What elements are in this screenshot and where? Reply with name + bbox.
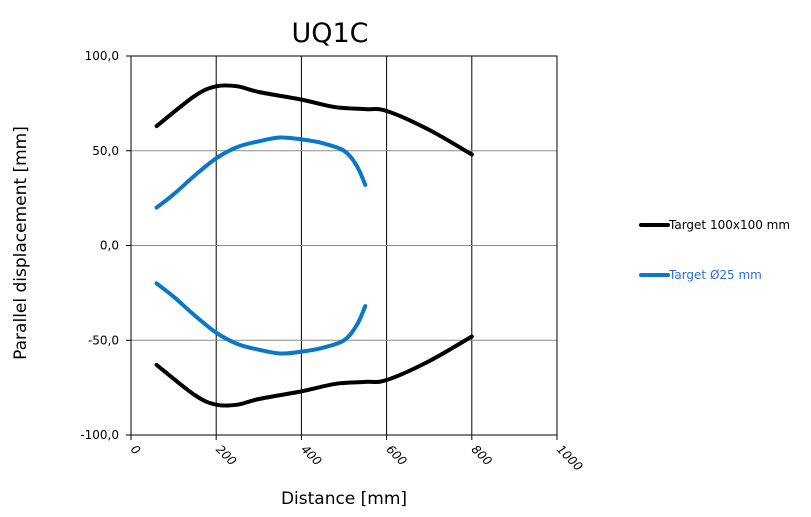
axis-tick-labels: 100,050,00,0-50,0-100,00 200 400 600 800 1000 <box>80 49 585 474</box>
y-tick-label: 100,0 <box>85 49 119 63</box>
series-line-1-upper <box>154 83 474 157</box>
series-line-1-lower <box>154 334 474 408</box>
x-axis-label: Distance [mm] <box>281 489 407 509</box>
series-line-2-lower <box>154 281 368 356</box>
series-line-2-upper <box>154 135 368 210</box>
series-lines <box>154 83 474 408</box>
y-tick-label: 50,0 <box>92 144 119 158</box>
y-axis-label: Parallel displacement [mm] <box>11 126 31 360</box>
y-tick-label: 0,0 <box>100 239 119 253</box>
legend-label: Target Ø25 mm <box>668 268 762 282</box>
legend-label: Target 100x100 mm <box>668 218 790 232</box>
legend: Target 100x100 mm Target Ø25 mm <box>639 218 790 282</box>
y-tick-label: -100,0 <box>80 428 119 442</box>
y-tick-label: -50,0 <box>88 333 119 347</box>
chart-title: UQ1C <box>291 18 368 49</box>
